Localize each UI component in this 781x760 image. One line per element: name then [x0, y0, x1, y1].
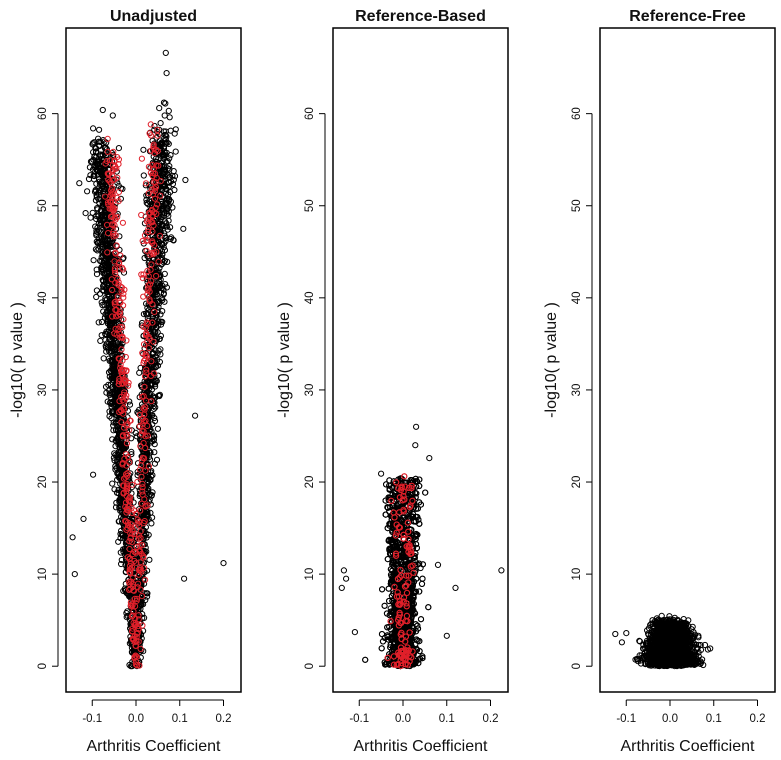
point — [96, 320, 101, 325]
point — [423, 490, 428, 495]
point — [70, 535, 75, 540]
point-highlighted — [120, 220, 125, 225]
x-axis-label: Arthritis Coefficient — [87, 738, 222, 755]
point — [110, 113, 115, 118]
point-highlighted — [121, 295, 126, 300]
point — [85, 189, 90, 194]
point — [162, 113, 167, 118]
x-tick-label: 0.0 — [128, 713, 144, 725]
point — [149, 521, 154, 526]
point — [141, 147, 146, 152]
point — [183, 177, 188, 182]
point — [155, 426, 160, 431]
y-tick-label: 20 — [37, 476, 49, 489]
point — [94, 288, 99, 293]
point — [91, 126, 96, 131]
point — [173, 149, 178, 154]
point-highlighted — [139, 212, 144, 217]
x-tick-label: -0.1 — [82, 713, 102, 725]
point — [167, 115, 172, 120]
point — [137, 370, 142, 375]
panel-title: Reference-Based — [355, 8, 486, 25]
point — [91, 258, 96, 263]
point — [100, 107, 105, 112]
points — [339, 424, 504, 669]
y-tick-label: 40 — [37, 291, 49, 304]
point — [91, 472, 96, 477]
point — [164, 71, 169, 76]
point — [98, 338, 103, 343]
point-highlighted — [124, 338, 129, 343]
point — [90, 210, 95, 215]
point — [77, 181, 82, 186]
point — [147, 557, 152, 562]
point — [83, 211, 88, 216]
point — [97, 127, 102, 132]
point — [380, 587, 385, 592]
point — [72, 572, 77, 577]
point — [419, 581, 424, 586]
y-tick-label: 30 — [37, 384, 49, 397]
point — [101, 356, 106, 361]
y-tick-label: 0 — [37, 663, 49, 669]
y-tick-label: 60 — [37, 107, 49, 120]
point — [99, 333, 104, 338]
point — [81, 516, 86, 521]
panel-0: Unadjusted -0.1 0.0 0.1 0.2 Arthritis Coeffic… — [9, 8, 241, 755]
point — [420, 576, 425, 581]
point — [158, 121, 163, 126]
panel-title: Unadjusted — [110, 8, 197, 25]
points — [70, 50, 226, 669]
point — [363, 657, 368, 662]
point — [181, 226, 186, 231]
y-tick-label: 10 — [37, 568, 49, 581]
point — [98, 291, 103, 296]
x-tick-label: 0.2 — [216, 713, 232, 725]
point — [166, 108, 171, 113]
y-tick-label: 50 — [37, 199, 49, 212]
point — [221, 561, 226, 566]
point — [110, 481, 115, 486]
point — [163, 50, 168, 55]
x-tick-label: 0.1 — [172, 713, 188, 725]
point-highlighted — [139, 156, 144, 161]
point — [141, 173, 146, 178]
point — [157, 106, 162, 111]
point — [193, 413, 198, 418]
point — [116, 146, 121, 151]
point — [182, 576, 187, 581]
point-highlighted — [115, 195, 120, 200]
y-axis-label: -log10( p value ) — [9, 302, 26, 418]
